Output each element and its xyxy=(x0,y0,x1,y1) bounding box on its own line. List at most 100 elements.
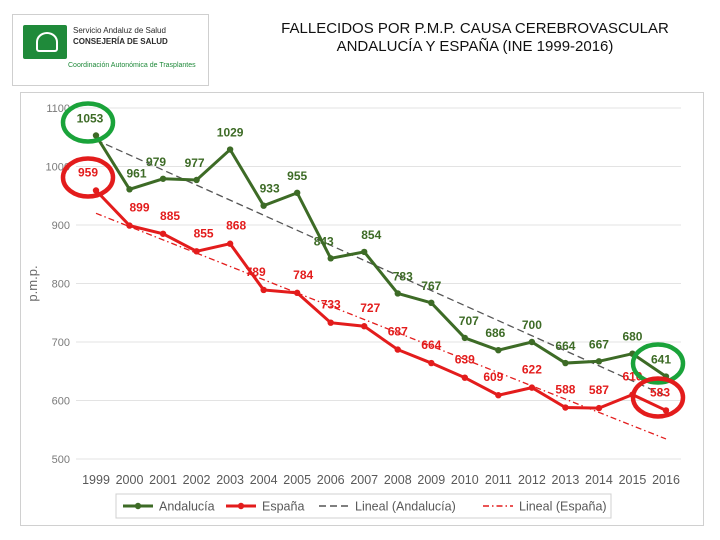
data-label: 733 xyxy=(321,298,341,312)
logo-box: Servicio Andaluz de Salud CONSEJERÍA DE … xyxy=(12,14,209,86)
data-point xyxy=(159,230,167,237)
x-tick-label: 2009 xyxy=(417,473,445,487)
y-tick-label: 800 xyxy=(52,279,70,291)
data-point xyxy=(394,346,401,353)
data-label: 587 xyxy=(589,383,609,397)
data-label: 622 xyxy=(522,363,542,377)
data-label: 609 xyxy=(483,370,503,384)
data-label: 767 xyxy=(421,279,441,293)
data-label: 979 xyxy=(146,155,166,169)
data-label: 933 xyxy=(260,182,280,196)
data-label: 868 xyxy=(226,219,246,233)
data-label: 843 xyxy=(314,234,334,248)
x-tick-label: 2003 xyxy=(216,473,244,487)
data-point xyxy=(260,286,267,294)
y-tick-label: 700 xyxy=(52,337,70,349)
highlight-circle xyxy=(60,101,116,144)
x-tick-label: 2006 xyxy=(317,473,345,487)
data-point xyxy=(428,359,435,367)
x-tick-label: 2012 xyxy=(518,473,546,487)
y-tick-label: 1100 xyxy=(46,103,70,115)
data-point xyxy=(193,248,200,255)
legend-box xyxy=(115,493,612,519)
data-label: 583 xyxy=(650,385,670,399)
logo-service-name: Servicio Andaluz de Salud xyxy=(73,26,166,35)
x-tick-label: 2000 xyxy=(116,473,144,487)
data-point xyxy=(126,186,133,193)
logo-coordination-name: Coordinación Autonómica de Trasplantes xyxy=(68,62,196,69)
x-tick-label: 2011 xyxy=(485,473,512,487)
data-point xyxy=(361,323,368,330)
data-label: 959 xyxy=(78,165,98,179)
data-label: 977 xyxy=(185,156,205,170)
data-label: 680 xyxy=(622,330,642,344)
junta-emblem-icon xyxy=(23,25,67,59)
chart-frame: 500 600 700 800 900 1000 1100 p.m.p. 1999 2000 200… xyxy=(20,92,704,526)
page-title: FALLECIDOS POR P.M.P. CAUSA CEREBROVASCU… xyxy=(230,20,720,56)
data-point xyxy=(193,176,200,184)
data-point xyxy=(394,290,401,297)
data-label: 667 xyxy=(589,337,609,351)
data-label: 783 xyxy=(393,269,413,283)
data-point xyxy=(595,404,603,412)
data-label: 789 xyxy=(246,265,266,279)
data-label: 961 xyxy=(127,166,147,180)
data-point xyxy=(562,404,569,411)
data-label: 664 xyxy=(421,338,441,352)
x-tick-label: 2013 xyxy=(552,473,580,487)
data-point xyxy=(226,240,234,247)
x-tick-label: 2010 xyxy=(451,473,479,487)
data-point xyxy=(662,407,670,414)
x-tick-label: 2001 xyxy=(149,473,177,487)
data-label: 639 xyxy=(455,353,475,367)
data-point xyxy=(293,289,301,297)
y-tick-label: 900 xyxy=(52,220,70,232)
logo-ministry-name: CONSEJERÍA DE SALUD xyxy=(73,37,168,46)
x-tick-label: 2016 xyxy=(652,473,680,487)
x-tick-label: 2004 xyxy=(250,473,278,487)
data-point xyxy=(528,384,536,391)
data-point xyxy=(495,346,502,354)
legend-marker xyxy=(134,502,142,510)
data-label: 899 xyxy=(130,201,150,215)
x-tick-label: 2014 xyxy=(585,473,613,487)
title-line-2: ANDALUCÍA Y ESPAÑA (INE 1999-2016) xyxy=(336,38,614,55)
y-tick-label: 500 xyxy=(52,454,70,466)
legend-label: España xyxy=(262,500,304,514)
data-label: 955 xyxy=(287,169,307,183)
data-label: 686 xyxy=(485,326,505,340)
data-point xyxy=(461,374,469,381)
data-point xyxy=(126,222,133,229)
data-point xyxy=(428,299,435,307)
data-point xyxy=(595,358,603,365)
x-tick-label: 2015 xyxy=(619,473,647,487)
title-line-1: FALLECIDOS POR P.M.P. CAUSA CEREBROVASCU… xyxy=(281,20,669,37)
data-point xyxy=(260,202,267,209)
data-point xyxy=(528,338,536,346)
legend-label: Lineal (España) xyxy=(519,500,607,514)
data-point xyxy=(495,392,502,399)
data-point xyxy=(293,189,301,197)
legend-marker xyxy=(237,502,245,510)
data-label: 664 xyxy=(555,339,575,353)
data-label: 700 xyxy=(522,318,542,332)
y-axis-label: p.m.p. xyxy=(25,265,40,301)
data-label: 641 xyxy=(651,353,671,367)
data-point xyxy=(562,359,569,367)
x-tick-label: 2008 xyxy=(384,473,412,487)
data-point xyxy=(159,175,167,182)
data-point xyxy=(226,146,234,153)
data-label: 1053 xyxy=(77,111,104,125)
data-label: 885 xyxy=(160,209,180,223)
data-point xyxy=(92,187,100,194)
trendline-espaa xyxy=(95,212,667,440)
highlight-circle xyxy=(60,156,116,199)
data-label: 707 xyxy=(459,314,479,328)
x-tick-label: 2002 xyxy=(183,473,211,487)
trendline-andaluca xyxy=(95,139,667,397)
data-label: 784 xyxy=(293,268,313,282)
x-tick-label: 2005 xyxy=(283,473,311,487)
data-label: 588 xyxy=(555,383,575,397)
x-tick-label: 2007 xyxy=(350,473,378,487)
